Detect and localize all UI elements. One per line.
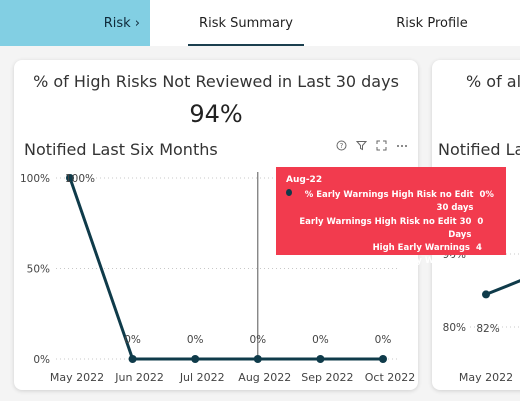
- y-tick-label: 100%: [20, 173, 50, 185]
- x-tick-label: Oct 2022: [365, 371, 416, 384]
- tab-risk-profile[interactable]: Risk Profile: [396, 15, 468, 31]
- data-point: [482, 290, 490, 299]
- tooltip-label: High Early Warnings: [372, 243, 470, 254]
- focus-mode-icon[interactable]: [376, 140, 387, 154]
- data-point: [253, 355, 262, 363]
- data-label: 0%: [312, 334, 329, 346]
- chart-tooltip: Aug-22 % Early Warnings High Risk no Edi…: [276, 167, 506, 266]
- tooltip-label: Early Warnings High Risk no Edit 30 Days: [299, 216, 472, 240]
- series-line: [68, 177, 383, 361]
- top-nav: Risk › Risk Summary Risk Profile: [0, 0, 520, 46]
- series-dot-icon: [286, 189, 292, 196]
- data-label: 0%: [375, 334, 392, 346]
- x-tick-label: Aug 2022: [238, 371, 291, 384]
- tooltip-row: Early Warnings High Risk no Edit 30 Days…: [286, 216, 498, 243]
- visual-header-icons: ?: [336, 140, 408, 154]
- tooltip-value: 0: [477, 216, 484, 227]
- data-label: 0%: [249, 334, 266, 346]
- more-options-icon[interactable]: [396, 140, 408, 154]
- tooltip-label: Total Early Warnings: [371, 256, 471, 267]
- help-icon[interactable]: ?: [336, 140, 347, 154]
- card-title-2: % of all: [466, 72, 520, 91]
- data-point: [191, 355, 200, 363]
- data-label: 0%: [187, 334, 204, 346]
- tooltip-row: Total Early Warnings 26: [286, 255, 498, 268]
- x-tick-label: May 2022: [459, 371, 513, 384]
- series-line: [485, 279, 520, 296]
- y-tick-label: 80%: [443, 322, 466, 334]
- filter-icon[interactable]: [355, 140, 368, 154]
- tooltip-row: % Early Warnings High Risk no Edit 30 da…: [286, 189, 498, 216]
- x-tick-label: Jun 2022: [114, 371, 164, 384]
- x-tick-label: Sep 2022: [301, 371, 353, 384]
- x-tick-label: May 2022: [50, 371, 104, 384]
- data-point: [128, 355, 137, 363]
- kpi-value: 94%: [189, 100, 243, 128]
- data-label: 0%: [124, 334, 141, 346]
- risk-back-button[interactable]: Risk ›: [0, 0, 150, 46]
- card-title: % of High Risks Not Reviewed in Last 30 …: [33, 72, 399, 91]
- tooltip-label: % Early Warnings High Risk no Edit 30 da…: [304, 190, 474, 214]
- data-label: 82%: [476, 323, 499, 335]
- data-label: 100%: [65, 173, 95, 185]
- data-point: [379, 355, 387, 363]
- chart-title-2: Notified Las: [438, 140, 520, 159]
- y-tick-label: 50%: [27, 264, 50, 276]
- tooltip-value: 26: [476, 256, 488, 267]
- data-point: [66, 174, 74, 182]
- data-point: [316, 355, 325, 363]
- tooltip-header: Aug-22: [286, 175, 323, 185]
- chart-title: Notified Last Six Months: [24, 140, 218, 159]
- tooltip-row: High Early Warnings 4: [286, 242, 498, 255]
- y-tick-label: 0%: [33, 354, 50, 366]
- tab-risk-summary[interactable]: Risk Summary: [188, 0, 304, 46]
- tooltip-value: 0%: [479, 190, 494, 200]
- tooltip-value: 4: [476, 243, 482, 254]
- x-tick-label: Jul 2022: [179, 371, 225, 384]
- svg-text:?: ?: [340, 142, 344, 150]
